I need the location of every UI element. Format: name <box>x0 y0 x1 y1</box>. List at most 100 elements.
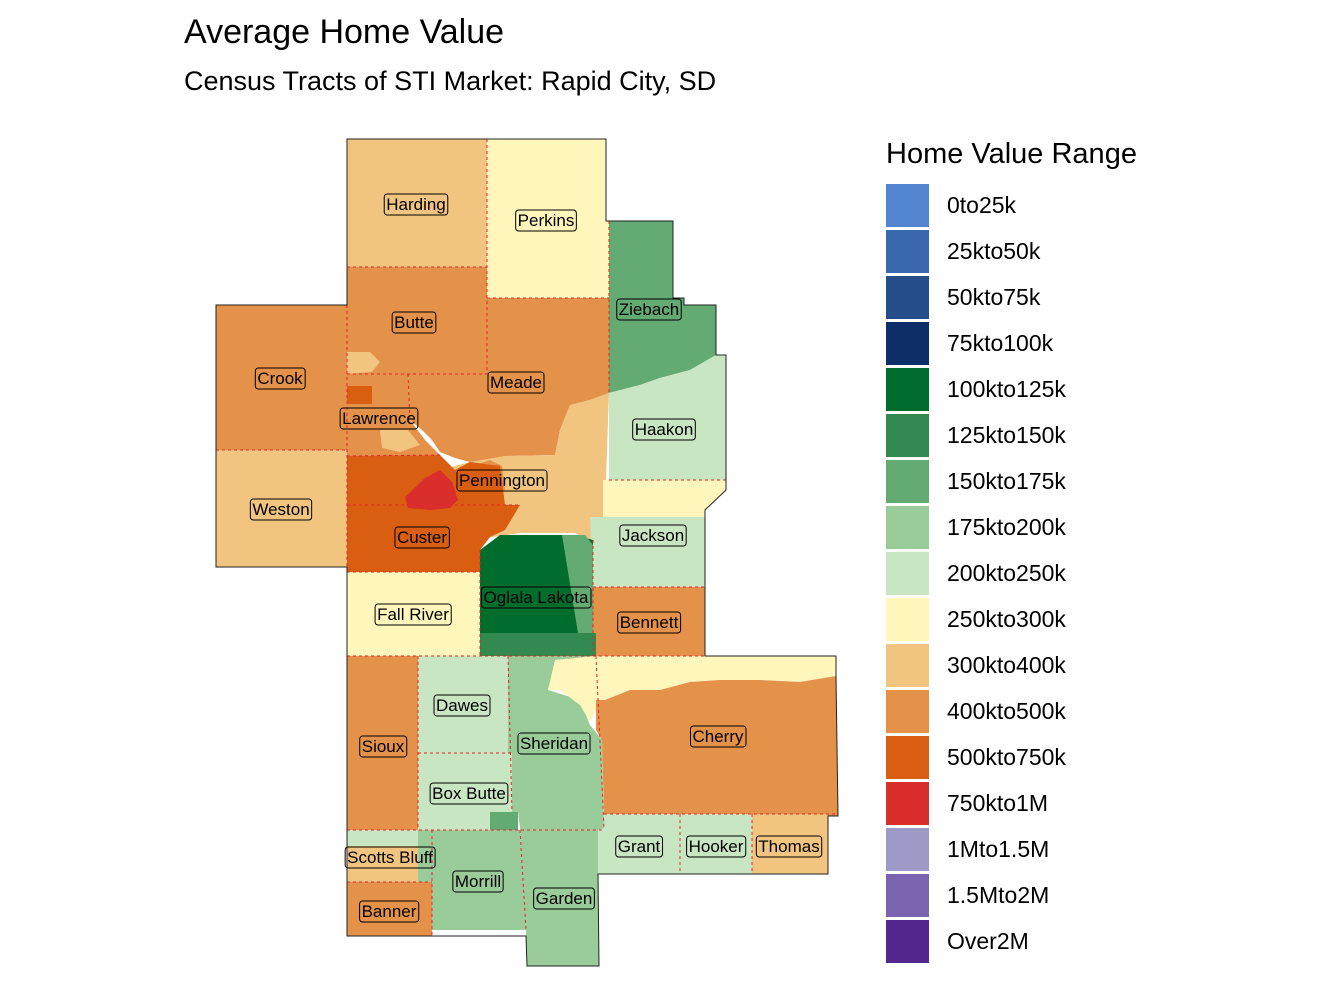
county-label-lawrence: Lawrence <box>339 407 419 430</box>
legend-swatch <box>886 552 929 595</box>
county-region-thomas[interactable] <box>752 814 828 874</box>
county-label-text: Sioux <box>362 737 405 756</box>
county-region-weston[interactable] <box>216 450 347 567</box>
legend-label: 1.5Mto2M <box>947 882 1050 908</box>
county-label-fall-river: Fall River <box>374 603 452 626</box>
legend-item: 100kto125k <box>886 368 1137 414</box>
legend-item: 750kto1M <box>886 782 1137 828</box>
tract-butte-light <box>347 352 380 374</box>
county-label-box <box>689 725 747 748</box>
county-region-cherry[interactable] <box>596 656 836 700</box>
county-label-perkins: Perkins <box>515 209 577 232</box>
county-region-ziebach[interactable] <box>609 221 716 393</box>
tract-black-hills-dark <box>347 455 520 572</box>
county-label-text: Dawes <box>436 696 488 715</box>
county-region-hooker[interactable] <box>680 814 752 874</box>
county-region-perkins[interactable] <box>487 139 609 298</box>
county-region-butte[interactable] <box>347 267 487 374</box>
legend-label: 200kto250k <box>947 560 1066 586</box>
legend-item: 75kto100k <box>886 322 1137 368</box>
legend-label: 150kto175k <box>947 468 1066 494</box>
legend-label: 750kto1M <box>947 790 1049 816</box>
county-region-meade[interactable] <box>408 298 609 462</box>
county-label-text: Meade <box>490 373 542 392</box>
legend-swatch <box>886 598 929 641</box>
county-label-text: Butte <box>394 313 434 332</box>
county-label-text: Scotts Bluff <box>347 848 433 867</box>
county-label-hooker: Hooker <box>686 835 747 858</box>
legend-label: Over2M <box>947 928 1029 954</box>
legend-swatch <box>886 690 929 733</box>
county-label-text: Harding <box>386 195 446 214</box>
legend-item: 175kto200k <box>886 506 1137 552</box>
legend-label: 500kto750k <box>947 744 1066 770</box>
county-label-box <box>359 900 420 923</box>
county-label-text: Lawrence <box>342 409 416 428</box>
legend-item: 50kto75k <box>886 276 1137 322</box>
county-label-box <box>254 367 306 390</box>
county-label-box <box>617 611 682 634</box>
tract-scotts-bluff-green <box>347 830 432 846</box>
tract-750k-1m <box>405 470 458 510</box>
legend-swatch <box>886 920 929 963</box>
tract-lawrence-dark <box>347 386 372 404</box>
legend-items: 0to25k 25kto50k 50kto75k 75kto100k 100kto125… <box>886 184 1137 966</box>
county-region-sioux[interactable] <box>347 656 418 830</box>
county-label-box <box>383 193 449 216</box>
county-region-bennett[interactable] <box>593 587 705 656</box>
county-region-morrill[interactable] <box>418 830 526 930</box>
legend-label: 400kto500k <box>947 698 1066 724</box>
legend-swatch <box>886 414 929 457</box>
legend-swatch <box>886 322 929 365</box>
county-label-text: Cherry <box>692 727 744 746</box>
county-label-text: Custer <box>397 528 447 547</box>
county-label-text: Sheridan <box>520 734 588 753</box>
legend-swatch <box>886 644 929 687</box>
county-label-text: Pennington <box>459 471 545 490</box>
county-label-text: Crook <box>257 369 303 388</box>
county-label-box <box>686 835 747 858</box>
county-label-pennington: Pennington <box>456 469 548 492</box>
legend-item: 1Mto1.5M <box>886 828 1137 874</box>
legend-item: Over2M <box>886 920 1137 966</box>
county-region-haakon[interactable] <box>609 355 726 480</box>
county-label-meade: Meade <box>487 371 545 394</box>
county-region-box-butte[interactable] <box>418 753 512 830</box>
county-region-crook[interactable] <box>216 305 347 450</box>
county-label-butte: Butte <box>391 311 437 334</box>
county-label-box <box>433 694 491 717</box>
legend-item: 150kto175k <box>886 460 1137 506</box>
county-label-box <box>452 870 504 893</box>
legend-label: 75kto100k <box>947 330 1054 356</box>
legend: Home Value Range 0to25k 25kto50k 50kto75k 7… <box>886 136 1137 966</box>
county-label-text: Garden <box>536 889 593 908</box>
county-region-grant[interactable] <box>598 814 680 874</box>
county-label-sheridan: Sheridan <box>517 732 591 755</box>
county-label-crook: Crook <box>254 367 306 390</box>
county-label-dawes: Dawes <box>433 694 491 717</box>
tract-oglala-south <box>480 633 596 656</box>
county-label-box <box>615 835 664 858</box>
county-region-fall-river[interactable] <box>347 572 480 656</box>
legend-label: 50kto75k <box>947 284 1041 310</box>
county-label-box <box>755 835 823 858</box>
county-label-text: Fall River <box>377 605 449 624</box>
legend-swatch <box>886 276 929 319</box>
legend-swatch <box>886 782 929 825</box>
county-label-text: Morrill <box>455 872 501 891</box>
county-label-box <box>632 418 696 441</box>
county-label-garden: Garden <box>533 887 595 910</box>
county-label-text: Hooker <box>689 837 744 856</box>
county-region-harding[interactable] <box>347 139 487 267</box>
county-label-box <box>481 586 592 609</box>
legend-swatch <box>886 230 929 273</box>
county-region-garden[interactable] <box>520 828 604 966</box>
legend-label: 250kto300k <box>947 606 1066 632</box>
county-label-box <box>517 732 591 755</box>
county-label-text: Jackson <box>622 526 684 545</box>
county-label-box <box>344 846 436 869</box>
county-label-box <box>359 735 408 758</box>
county-region-dawes[interactable] <box>418 656 508 753</box>
legend-label: 125kto150k <box>947 422 1066 448</box>
county-label-haakon: Haakon <box>632 418 696 441</box>
